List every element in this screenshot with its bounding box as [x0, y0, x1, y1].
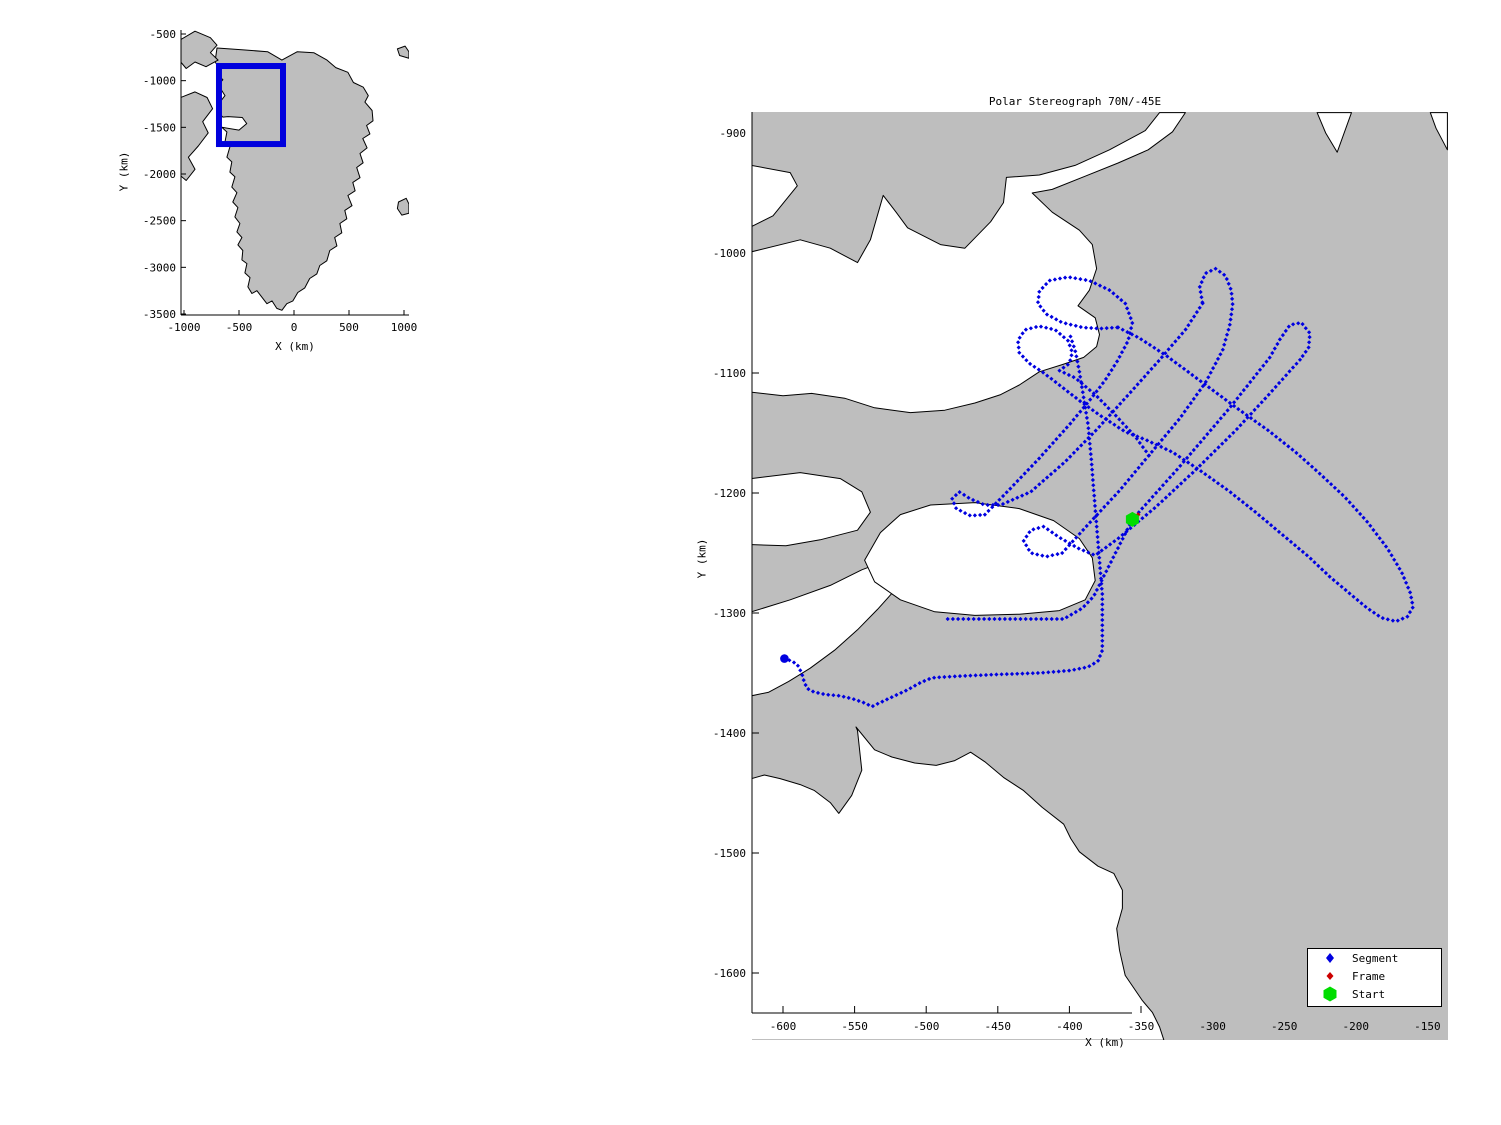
legend-label: Segment [1352, 951, 1399, 965]
legend-label: Start [1352, 987, 1386, 1001]
main-y-axis-label: Y (km) [695, 538, 709, 579]
y-tick-label: -2000 [143, 168, 176, 181]
x-tick-label: -1000 [167, 321, 200, 334]
x-tick-label: -450 [985, 1020, 1012, 1033]
legend: Segment Frame Start [1307, 948, 1442, 1007]
water-polygon [752, 164, 798, 227]
water-polygon [752, 556, 909, 697]
x-tick-label: -400 [1056, 1020, 1083, 1033]
overview-map: -1000 -500 0 500 1000 -500 -1000 -1500 -2000 -250… [143, 28, 418, 334]
y-tick-label: -3000 [143, 261, 176, 274]
overview-y-axis-label: Y (km) [117, 151, 131, 192]
y-tick-label: -900 [720, 127, 747, 140]
x-tick-label: -500 [226, 321, 253, 334]
y-tick-label: -1200 [713, 487, 746, 500]
water-polygon [752, 472, 871, 547]
y-tick-label: -1000 [143, 75, 176, 88]
y-tick-label: -1500 [713, 847, 746, 860]
water-polygon [752, 112, 1186, 414]
flight-path-knot [780, 654, 789, 663]
land-polygon [181, 91, 214, 181]
main-map-title: Polar Stereograph 70N/-45E [988, 95, 1162, 108]
land-polygon [396, 197, 409, 216]
y-tick-label: -1500 [143, 121, 176, 134]
main-map: -600 -550 -500 -450 -400 -350 -300 -250 -200 -150… [713, 112, 1448, 1040]
x-tick-label: -500 [913, 1020, 940, 1033]
x-tick-label: -200 [1343, 1020, 1370, 1033]
water-polygon [752, 726, 1165, 1040]
y-tick-label: -1400 [713, 727, 746, 740]
y-tick-label: -2500 [143, 215, 176, 228]
x-tick-label: -150 [1414, 1020, 1441, 1033]
y-tick-label: -1000 [713, 247, 746, 260]
y-tick-label: -1600 [713, 967, 746, 980]
overview-x-axis-label: X (km) [275, 340, 315, 353]
x-tick-label: -550 [841, 1020, 868, 1033]
highlight-region-box [215, 63, 286, 148]
y-tick-label: -1100 [713, 367, 746, 380]
x-tick-label: -350 [1128, 1020, 1155, 1033]
main-x-axis-label: X (km) [1085, 1036, 1125, 1049]
water-polygon [1316, 112, 1352, 153]
x-tick-label: 1000 [391, 321, 418, 334]
start-marker [1125, 511, 1139, 527]
legend-label: Frame [1352, 969, 1386, 983]
x-tick-label: 0 [291, 321, 298, 334]
land-polygon [396, 45, 409, 59]
y-tick-label: -3500 [143, 308, 176, 321]
x-tick-label: -250 [1271, 1020, 1298, 1033]
legend-item-start: Start [1308, 985, 1441, 1003]
water-polygon [1429, 112, 1448, 151]
x-tick-label: -600 [770, 1020, 797, 1033]
x-tick-label: -300 [1199, 1020, 1226, 1033]
overview-land-layer [181, 30, 409, 311]
y-tick-label: -500 [150, 28, 177, 41]
land-polygon [181, 30, 219, 69]
main-map-layer [752, 112, 1448, 1040]
water-polygon [864, 502, 1096, 616]
legend-item-segment: Segment [1308, 949, 1441, 967]
legend-item-frame: Frame [1308, 967, 1441, 985]
y-tick-label: -1300 [713, 607, 746, 620]
x-tick-label: 500 [339, 321, 359, 334]
land-polygon [214, 47, 374, 311]
